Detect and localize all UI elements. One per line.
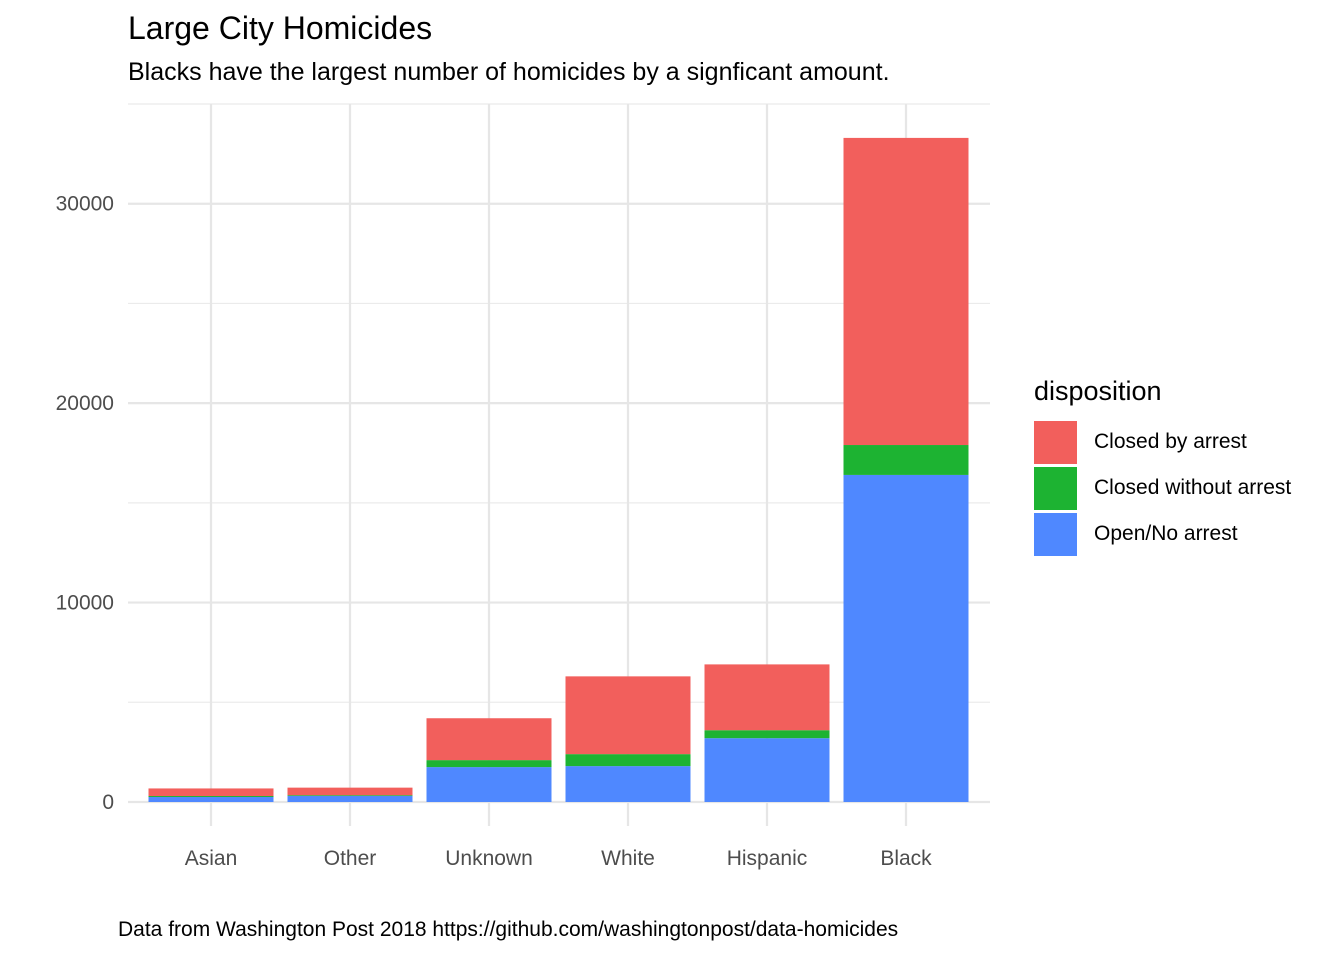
bar-closed-by-arrest-unknown — [426, 718, 552, 761]
legend-label: Closed by arrest — [1094, 430, 1247, 453]
legend-label: Closed without arrest — [1094, 476, 1292, 499]
chart-subtitle: Blacks have the largest number of homici… — [128, 58, 890, 86]
bar-closed-by-arrest-other — [287, 787, 413, 796]
x-tick-label: Black — [880, 847, 932, 870]
bar-open-no-arrest-unknown — [426, 767, 552, 802]
y-tick-label: 10000 — [56, 592, 114, 615]
legend-item-closed-by-arrest: Closed by arrest — [1034, 419, 1291, 465]
bar-open-no-arrest-other — [287, 796, 413, 802]
bar-open-no-arrest-hispanic — [704, 738, 830, 802]
x-tick-label: Hispanic — [727, 847, 808, 870]
bar-open-no-arrest-white — [565, 766, 691, 802]
y-tick-label: 30000 — [56, 193, 114, 216]
bar-closed-without-arrest-black — [843, 445, 969, 475]
y-tick-label: 20000 — [56, 392, 114, 415]
bar-closed-by-arrest-black — [843, 137, 969, 446]
legend-label: Open/No arrest — [1094, 522, 1238, 545]
legend-title: disposition — [1034, 376, 1162, 406]
bar-closed-without-arrest-white — [565, 754, 691, 767]
x-tick-label: Unknown — [445, 847, 533, 870]
bar-closed-without-arrest-asian — [148, 796, 274, 798]
bar-closed-by-arrest-white — [565, 676, 691, 755]
bar-open-no-arrest-black — [843, 474, 969, 802]
chart-title: Large City Homicides — [128, 10, 433, 46]
bar-closed-by-arrest-hispanic — [704, 664, 830, 731]
x-tick-label: Other — [324, 847, 377, 870]
legend-key-closed-without-arrest — [1034, 466, 1077, 510]
bar-open-no-arrest-asian — [148, 797, 274, 802]
legend-item-open-no-arrest: Open/No arrest — [1034, 511, 1291, 557]
bar-closed-without-arrest-other — [287, 795, 413, 797]
x-tick-label: White — [601, 847, 655, 870]
chart-caption: Data from Washington Post 2018 https://g… — [118, 918, 899, 941]
legend-key-closed-by-arrest — [1034, 420, 1077, 464]
x-tick-label: Asian — [185, 847, 238, 870]
bar-closed-by-arrest-asian — [148, 788, 274, 797]
legend-item-closed-without-arrest: Closed without arrest — [1034, 465, 1291, 511]
bar-closed-without-arrest-hispanic — [704, 730, 830, 739]
bar-closed-without-arrest-unknown — [426, 760, 552, 768]
y-tick-label: 0 — [102, 791, 114, 814]
legend-key-open-no-arrest — [1034, 512, 1077, 556]
legend: disposition Closed by arrest Closed with… — [1034, 376, 1291, 557]
